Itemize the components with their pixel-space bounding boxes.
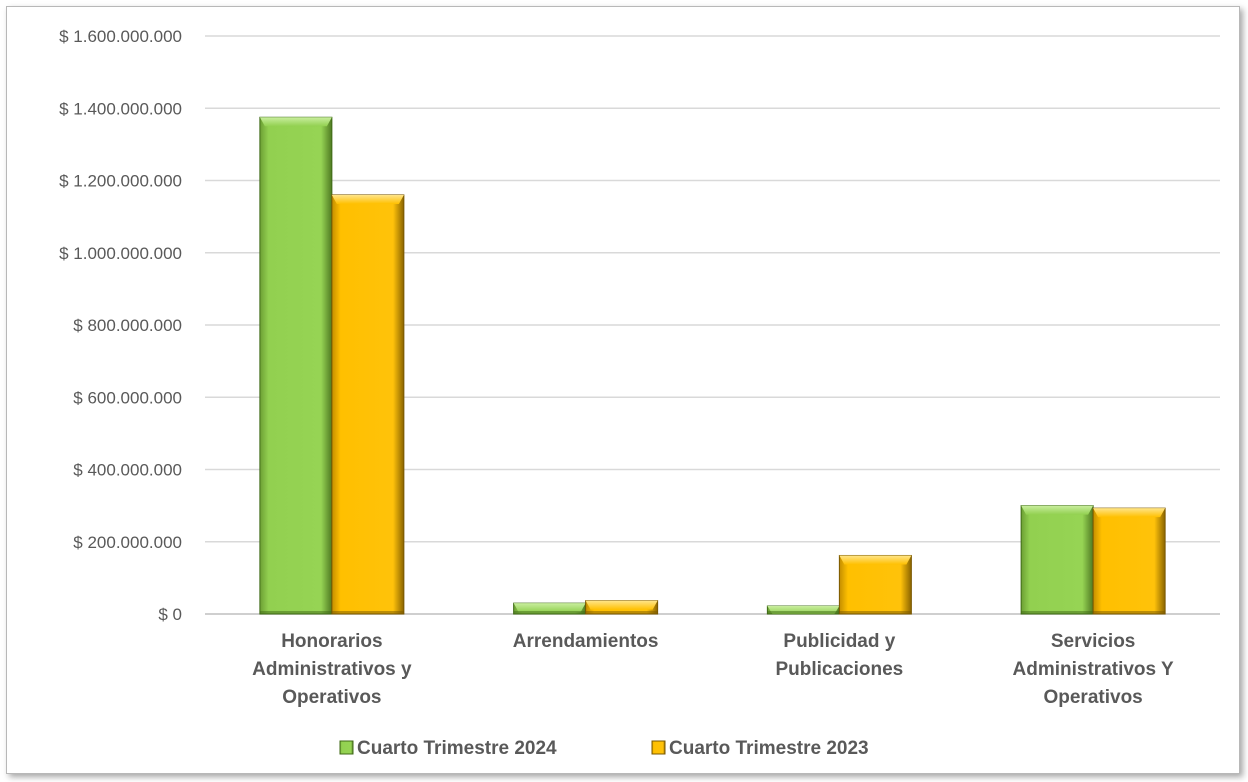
legend-swatch: [339, 740, 354, 755]
legend-label: Cuarto Trimestre 2024: [357, 738, 557, 759]
bar: [1092, 507, 1166, 615]
x-axis: Honorarios Administrativos y Operativos Arr…: [252, 631, 1174, 708]
y-tick-label: $ 0: [158, 605, 182, 624]
y-tick-label: $ 1.400.000.000: [59, 99, 182, 118]
bars: [259, 116, 1166, 615]
bar: [766, 605, 840, 615]
y-tick-label: $ 800.000.000: [73, 316, 182, 335]
bar: [838, 554, 912, 615]
x-tick-label: Operativos: [1043, 687, 1142, 708]
bar: [259, 116, 333, 615]
y-tick-label: $ 1.200.000.000: [59, 172, 182, 191]
bar: [1020, 505, 1094, 615]
legend-swatch: [651, 740, 666, 755]
chart-frame: [6, 6, 1240, 774]
x-tick-label: Publicaciones: [775, 659, 903, 680]
y-tick-label: $ 1.600.000.000: [59, 27, 182, 46]
x-tick-label: Servicios: [1051, 631, 1136, 652]
x-tick-label: Publicidad y: [783, 631, 895, 652]
y-axis: $ 0 $ 200.000.000 $ 400.000.000 $ 600.000.0…: [59, 27, 182, 624]
legend: Cuarto Trimestre 2024 Cuarto Trimestre 20…: [339, 738, 869, 759]
y-tick-label: $ 600.000.000: [73, 388, 182, 407]
legend-item: Cuarto Trimestre 2023: [651, 738, 869, 759]
x-tick-label: Administrativos y: [252, 659, 412, 680]
x-tick-label: Honorarios: [281, 631, 382, 652]
bar: [513, 602, 587, 615]
y-tick-label: $ 1.000.000.000: [59, 244, 182, 263]
y-tick-label: $ 200.000.000: [73, 533, 182, 552]
bar: [585, 600, 659, 615]
x-tick-label: Arrendamientos: [513, 631, 659, 652]
y-tick-label: $ 400.000.000: [73, 461, 182, 480]
legend-label: Cuarto Trimestre 2023: [669, 738, 869, 759]
x-tick-label: Administrativos Y: [1013, 659, 1175, 680]
x-tick-label: Operativos: [282, 687, 381, 708]
bar: [331, 194, 405, 615]
legend-item: Cuarto Trimestre 2024: [339, 738, 557, 759]
